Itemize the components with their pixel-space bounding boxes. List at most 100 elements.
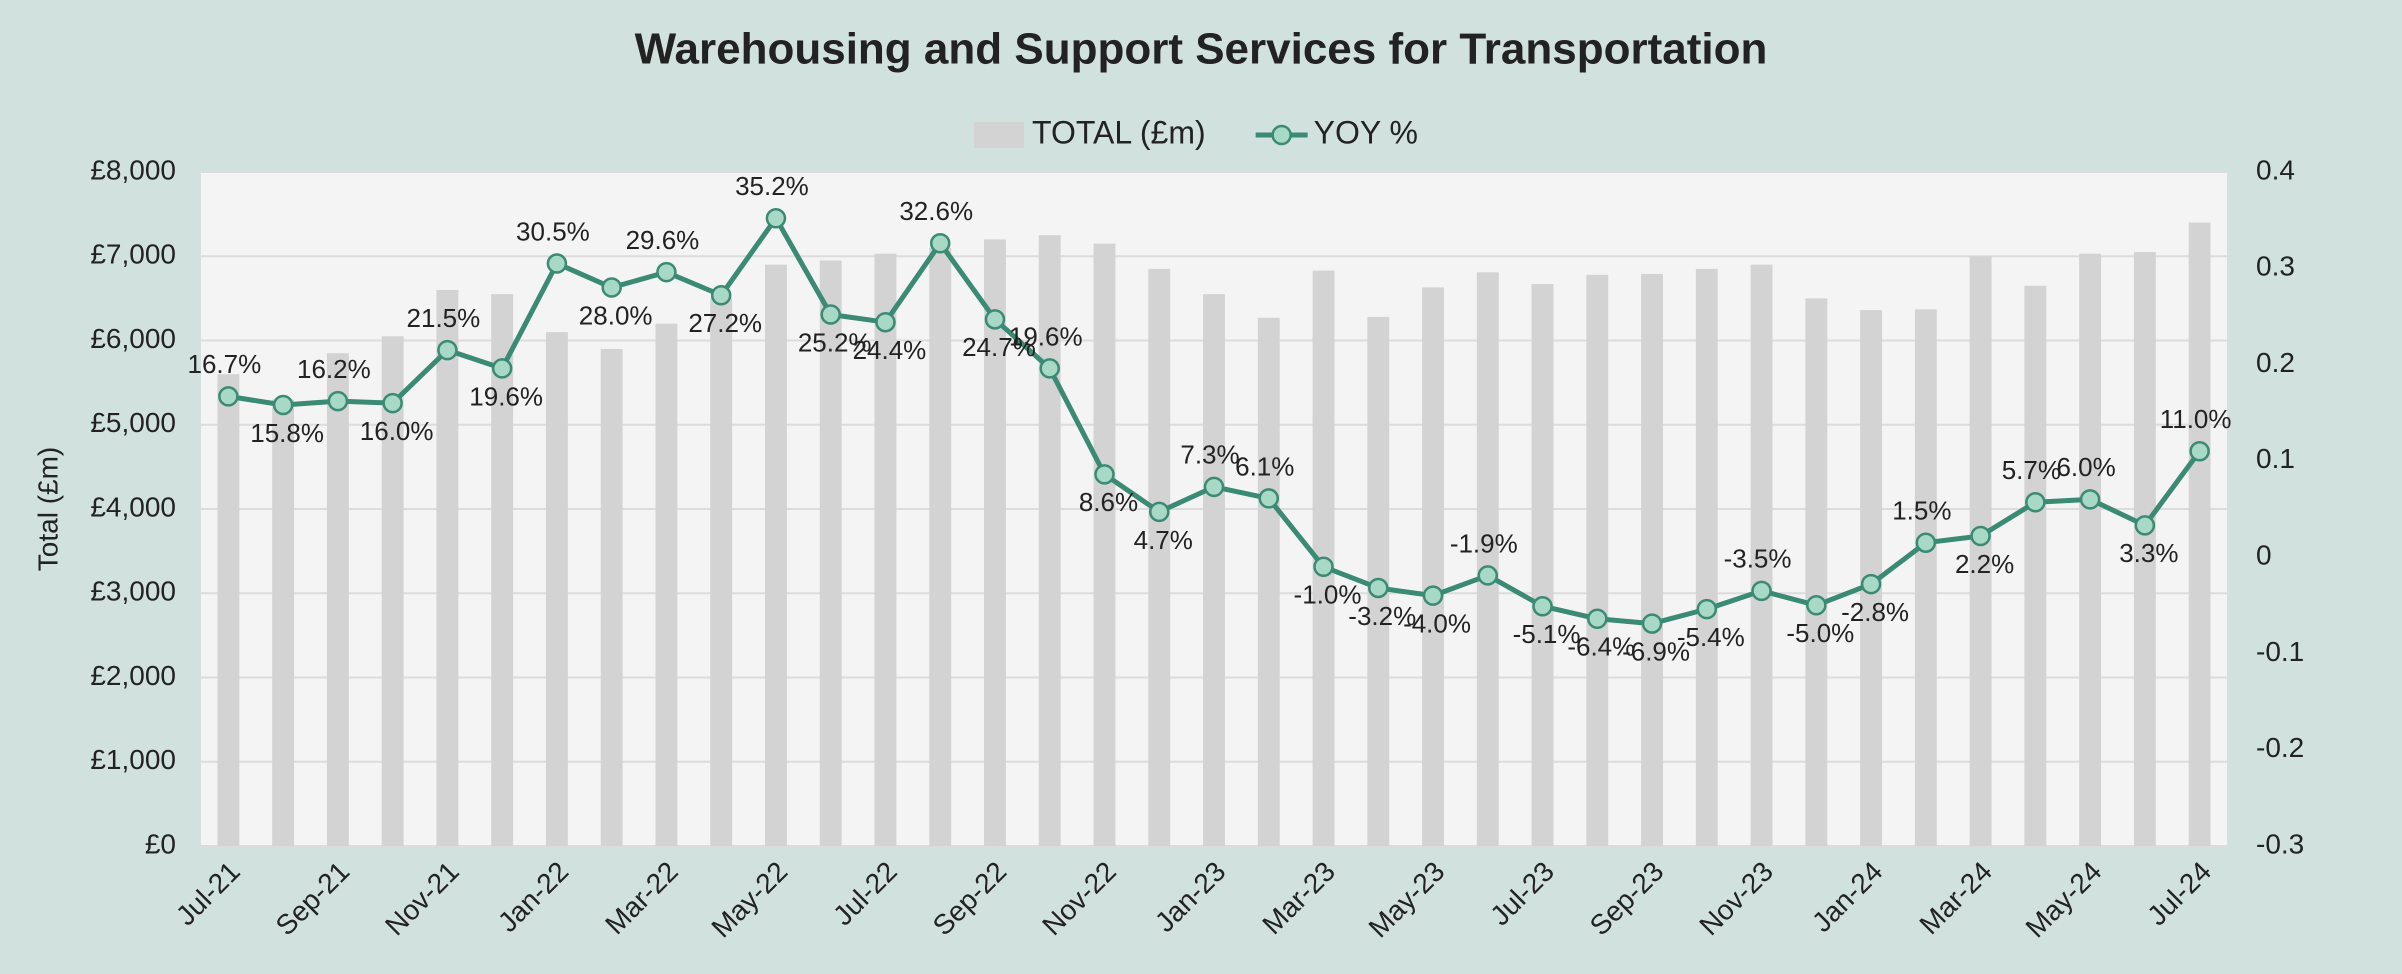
data-label: 32.6% [899, 196, 973, 226]
data-label: 7.3% [1180, 440, 1239, 470]
marker [820, 304, 841, 325]
legend-marker [1271, 124, 1292, 146]
data-label: 15.8% [250, 418, 324, 448]
data-label: -3.2% [1348, 601, 1416, 631]
marker [1806, 595, 1827, 616]
legend-label: YOY % [1314, 114, 1418, 150]
bar [545, 332, 568, 846]
marker [765, 207, 787, 229]
marker [1258, 488, 1280, 509]
bar [1586, 274, 1609, 846]
bar [1203, 294, 1225, 847]
data-label: -4.0% [1403, 609, 1471, 639]
marker [327, 390, 349, 412]
marker [984, 309, 1006, 330]
bar [2024, 285, 2047, 846]
bar [600, 348, 623, 846]
y2-tick-label: 0.4 [2256, 154, 2295, 185]
bar [491, 294, 514, 847]
marker [437, 339, 458, 361]
marker [710, 284, 732, 306]
data-label: 24.7% [962, 332, 1036, 362]
data-label: 16.7% [188, 349, 262, 379]
marker [272, 394, 294, 416]
bar [2079, 253, 2102, 846]
x-tick-label: May-22 [705, 856, 793, 944]
x-tick-label: Jan-23 [1149, 856, 1231, 938]
data-label: 1.5% [1892, 496, 1951, 526]
x-tick-label: Jul-21 [170, 856, 246, 932]
bar [2188, 222, 2211, 847]
marker [1587, 608, 1608, 630]
x-tick-label: May-23 [1363, 856, 1451, 944]
data-label: 21.5% [407, 303, 481, 333]
bar [1148, 268, 1171, 846]
bar [764, 264, 787, 846]
bar [1805, 298, 1828, 846]
bar [984, 239, 1006, 846]
marker [601, 277, 622, 298]
x-tick-label: Sep-22 [927, 856, 1013, 942]
y-tick-label: £4,000 [90, 491, 176, 522]
marker [491, 358, 513, 379]
chart-title: Warehousing and Support Services for Tra… [635, 25, 1768, 74]
y2-tick-label: 0.2 [2256, 347, 2295, 378]
bar [1093, 243, 1116, 847]
bar [1969, 256, 1992, 846]
data-label: 16.0% [360, 416, 434, 446]
y-tick-label: £3,000 [90, 576, 176, 607]
y-tick-label: £6,000 [90, 323, 176, 354]
bar [1750, 264, 1773, 846]
data-label: -1.0% [1294, 580, 1362, 610]
marker [218, 386, 239, 407]
x-tick-label: Jan-24 [1806, 856, 1888, 938]
bar [1257, 317, 1280, 846]
bar [929, 247, 952, 846]
data-label: 11.0% [2160, 404, 2232, 434]
x-tick-label: Mar-24 [1913, 856, 1998, 941]
data-label: 28.0% [579, 300, 653, 330]
data-label: -6.4% [1567, 632, 1635, 662]
marker [1532, 595, 1553, 617]
y2-tick-label: -0.3 [2256, 828, 2304, 859]
marker [1915, 532, 1937, 553]
data-label: -5.4% [1677, 622, 1745, 652]
data-label: -5.1% [1513, 619, 1581, 649]
x-tick-label: May-24 [2020, 856, 2108, 944]
data-label: 35.2% [735, 171, 809, 201]
data-label: 27.2% [688, 308, 762, 338]
marker [1094, 464, 1115, 485]
data-label: 29.6% [626, 225, 700, 255]
data-label: 2.2% [1955, 549, 2014, 579]
data-label: 5.7% [2002, 455, 2061, 485]
data-label: 30.5% [516, 216, 590, 246]
marker [1696, 598, 1718, 620]
y-tick-label: £2,000 [90, 660, 176, 691]
x-tick-label: Nov-21 [379, 856, 465, 942]
marker [875, 311, 896, 333]
bar [819, 260, 842, 846]
marker [1203, 476, 1225, 498]
y-tick-label: £1,000 [90, 744, 176, 775]
y2-tick-label: 0.3 [2256, 251, 2295, 282]
y-tick-label: £0 [145, 828, 176, 859]
marker [1970, 525, 1991, 547]
bar [217, 374, 240, 846]
x-tick-label: Sep-21 [270, 856, 356, 942]
x-tick-label: Sep-23 [1584, 856, 1670, 942]
y-tick-label: £7,000 [90, 239, 176, 270]
bar [436, 289, 459, 846]
data-label: 19.6% [1009, 321, 1083, 351]
marker [2189, 440, 2210, 462]
marker [546, 253, 568, 274]
data-label: -3.5% [1724, 544, 1792, 574]
bar [1531, 284, 1554, 846]
data-label: 16.2% [297, 354, 371, 384]
bar [1038, 235, 1061, 846]
y2-tick-label: 0.1 [2256, 443, 2295, 474]
x-tick-label: Jul-22 [827, 856, 903, 932]
data-label: -2.8% [1841, 597, 1909, 627]
bar [381, 336, 404, 846]
legend-label: TOTAL (£m) [1032, 114, 1206, 150]
